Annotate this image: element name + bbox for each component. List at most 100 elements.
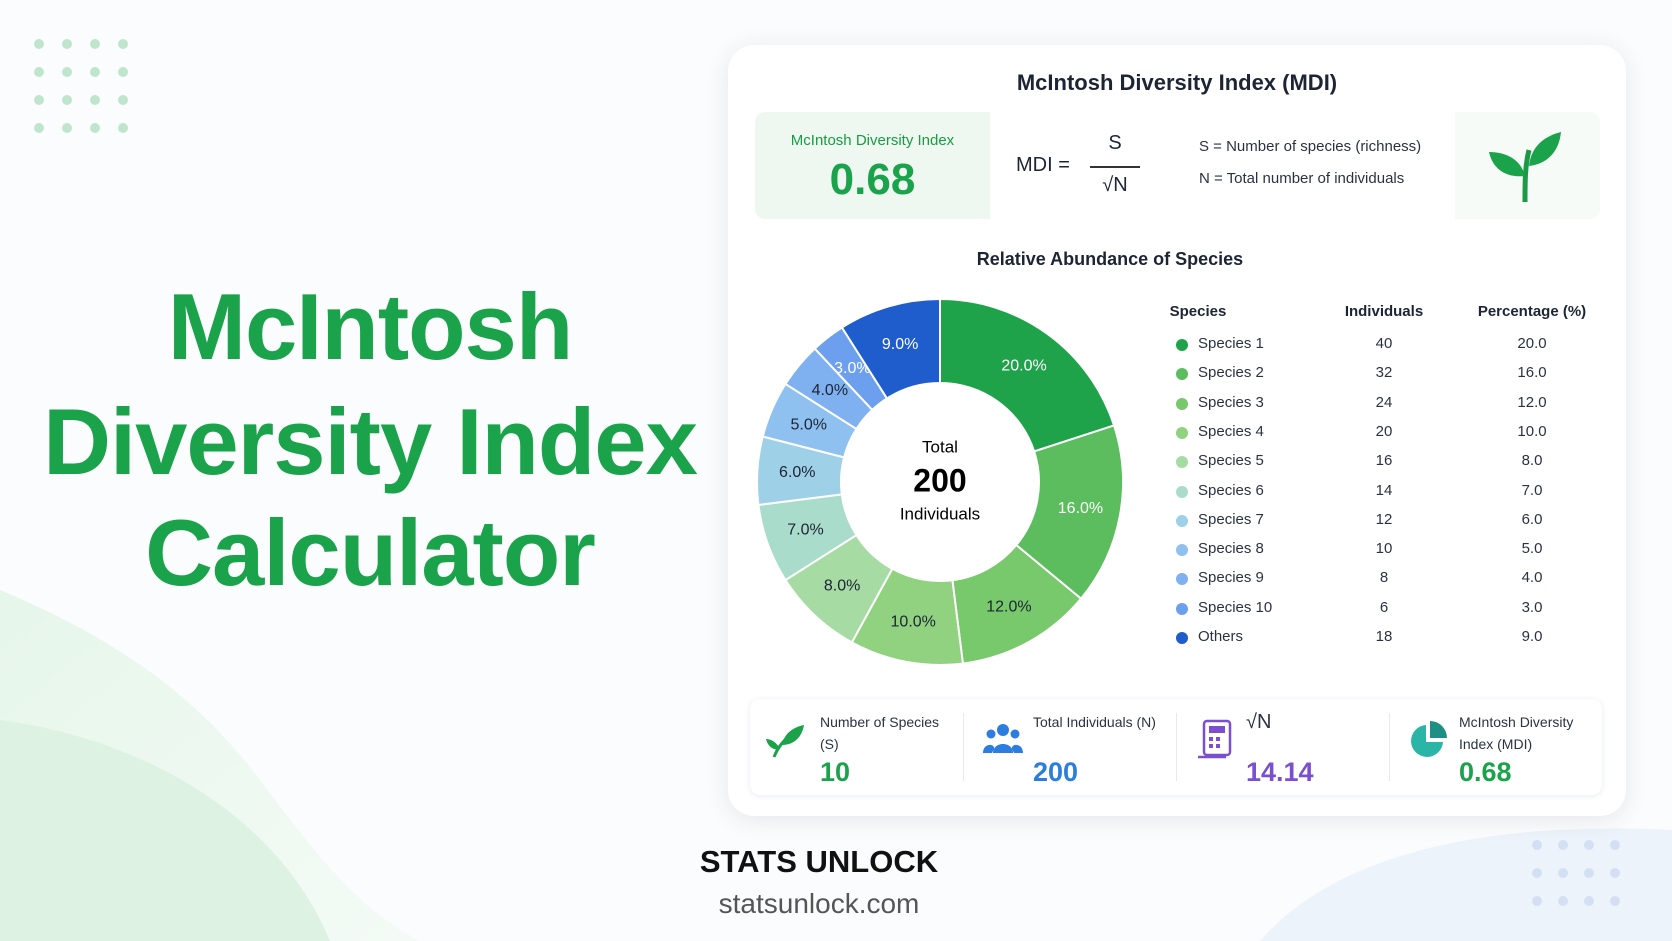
slice-label: 7.0% <box>787 522 823 539</box>
slice-label: 6.0% <box>779 464 815 481</box>
legend-dot <box>1176 397 1188 410</box>
blob <box>1260 828 1672 941</box>
dot <box>1558 896 1568 906</box>
table-header: Percentage (%) <box>1477 303 1587 320</box>
chart-title: Relative Abundance of Species <box>976 249 1244 269</box>
dot <box>62 123 72 133</box>
species-name: Species 10 <box>1198 598 1273 616</box>
individuals: 40 <box>1375 335 1393 352</box>
legend-dot <box>1176 514 1188 527</box>
card: McIntosh Diversity Index (MDI) McIntosh … <box>728 45 1626 816</box>
slice-label: 3.0% <box>834 360 870 377</box>
dot <box>90 39 100 49</box>
stat-value: 0.68 <box>1459 757 1512 787</box>
species-name: Species 3 <box>1198 393 1264 411</box>
stat-label: Total Individuals (N) <box>1033 714 1156 730</box>
percentage: 10.0 <box>1517 422 1547 440</box>
dot <box>34 95 44 105</box>
stats-strip: Number of Species (S) 10 Total Individua… <box>750 699 1602 795</box>
legend-dot <box>1176 632 1188 644</box>
dot <box>90 123 100 133</box>
stat-label: Number of Species (S) <box>820 714 940 752</box>
species-name: Species 2 <box>1198 364 1264 382</box>
numerator: S <box>1108 132 1122 154</box>
dot <box>1532 840 1542 850</box>
stat-label: McIntosh Diversity Index (MDI) <box>1459 714 1574 752</box>
stat-value: 14.14 <box>1246 757 1314 787</box>
species-name: Species 7 <box>1198 510 1264 528</box>
species-name: Species 8 <box>1198 540 1264 558</box>
dot <box>34 123 44 133</box>
definition: N = Total number of individuals <box>1199 170 1405 187</box>
result: McIntosh Diversity Index 0.68 <box>755 112 990 219</box>
slice-label: 8.0% <box>824 577 860 594</box>
dot <box>34 67 44 77</box>
dot <box>118 39 128 49</box>
center-label: Total <box>922 437 958 456</box>
table-header: Species <box>1169 303 1227 320</box>
slice-label: 16.0% <box>1058 500 1103 517</box>
stat-value: 200 <box>1033 757 1079 787</box>
center-label: Individuals <box>900 504 980 523</box>
individuals: 24 <box>1375 393 1393 411</box>
individuals: 10 <box>1375 540 1393 558</box>
stat: Total Individuals (N) 200 <box>963 699 1176 795</box>
individuals: 20 <box>1375 422 1393 440</box>
stat: √N 14.14 <box>1176 699 1389 795</box>
table-header: Individuals <box>1344 303 1424 320</box>
slice-label: 20.0% <box>1001 358 1046 375</box>
dot <box>62 67 72 77</box>
species-name: Species 4 <box>1198 422 1264 440</box>
percentage: 6.0 <box>1521 510 1543 528</box>
definitions: S = Number of species (richness) N = Tot… <box>1171 112 1455 219</box>
separator <box>963 713 964 781</box>
formula: MDI = S √N <box>990 112 1171 219</box>
species-name: Species 5 <box>1198 452 1264 470</box>
dot <box>1610 868 1620 878</box>
result-label: McIntosh Diversity Index <box>790 132 955 149</box>
formula-lhs: MDI = <box>1016 154 1070 176</box>
summary: McIntosh Diversity Index 0.68 MDI = S √N… <box>755 112 1600 219</box>
dot <box>1584 840 1594 850</box>
dot <box>90 67 100 77</box>
donut-chart: 20.0% 16.0% 12.0% 10.0% 8.0% 7.0% 6.0% 5.0% 4.0%… <box>756 297 1124 666</box>
individuals: 32 <box>1375 364 1393 382</box>
percentage: 8.0 <box>1521 452 1543 470</box>
definition: S = Number of species (richness) <box>1199 138 1422 155</box>
species-name: Species 6 <box>1198 481 1264 499</box>
dot <box>34 39 44 49</box>
stat-value: 10 <box>820 757 851 787</box>
dot <box>1558 868 1568 878</box>
species-name: Species 1 <box>1198 335 1264 352</box>
dot <box>1532 896 1542 906</box>
legend-dot <box>1176 602 1188 615</box>
dot <box>1610 840 1620 850</box>
slice-label: 4.0% <box>812 382 848 399</box>
dot <box>62 39 72 49</box>
legend-dot <box>1176 456 1188 469</box>
slice-label: 9.0% <box>882 336 918 353</box>
hero-title: Calculator <box>145 500 596 605</box>
slice-label: 12.0% <box>986 599 1031 616</box>
stat: McIntosh Diversity Index (MDI) 0.68 <box>1389 699 1602 795</box>
center-value: 200 <box>913 462 966 498</box>
dots <box>1532 840 1620 906</box>
legend-dot <box>1176 485 1188 498</box>
dot <box>118 95 128 105</box>
donut-slice <box>939 297 1116 453</box>
slice-label: 10.0% <box>891 614 936 631</box>
donut-slice <box>840 297 941 400</box>
dot <box>1558 840 1568 850</box>
brand: STATS UNLOCK <box>699 844 939 879</box>
legend-dot <box>1176 426 1188 439</box>
species-name: Others <box>1198 628 1244 645</box>
percentage: 4.0 <box>1521 569 1543 587</box>
individuals: 12 <box>1375 510 1393 528</box>
individuals: 18 <box>1375 628 1393 645</box>
result-value: 0.68 <box>829 155 916 204</box>
dot <box>62 95 72 105</box>
legend-dot <box>1176 573 1188 586</box>
individuals: 6 <box>1379 598 1389 616</box>
